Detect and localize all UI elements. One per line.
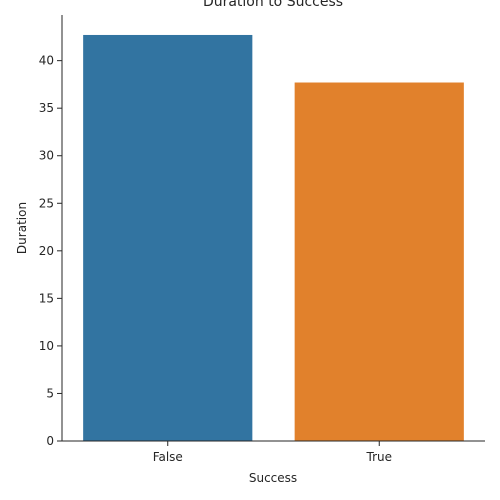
y-tick-label: 5 — [46, 386, 54, 400]
y-tick-label: 35 — [39, 101, 54, 115]
y-tick-label: 40 — [39, 54, 54, 68]
bar-true — [294, 82, 464, 441]
y-tick-label: 30 — [39, 149, 54, 163]
x-tick-label: False — [153, 450, 183, 464]
y-tick-label: 0 — [46, 434, 54, 448]
y-tick-label: 15 — [39, 291, 54, 305]
x-axis: False True — [153, 441, 392, 464]
bar-false — [83, 34, 253, 441]
bars-layer — [83, 34, 464, 441]
chart-title: Duration to Success — [203, 0, 343, 10]
x-tick-label: True — [366, 450, 393, 464]
y-axis-label: Duration — [15, 202, 29, 254]
y-tick-label: 20 — [39, 244, 54, 258]
y-tick-label: 10 — [39, 339, 54, 353]
y-tick-label: 25 — [39, 196, 54, 210]
x-axis-label: Success — [249, 471, 297, 485]
y-axis: 0 5 10 15 20 25 30 35 40 — [39, 54, 62, 448]
